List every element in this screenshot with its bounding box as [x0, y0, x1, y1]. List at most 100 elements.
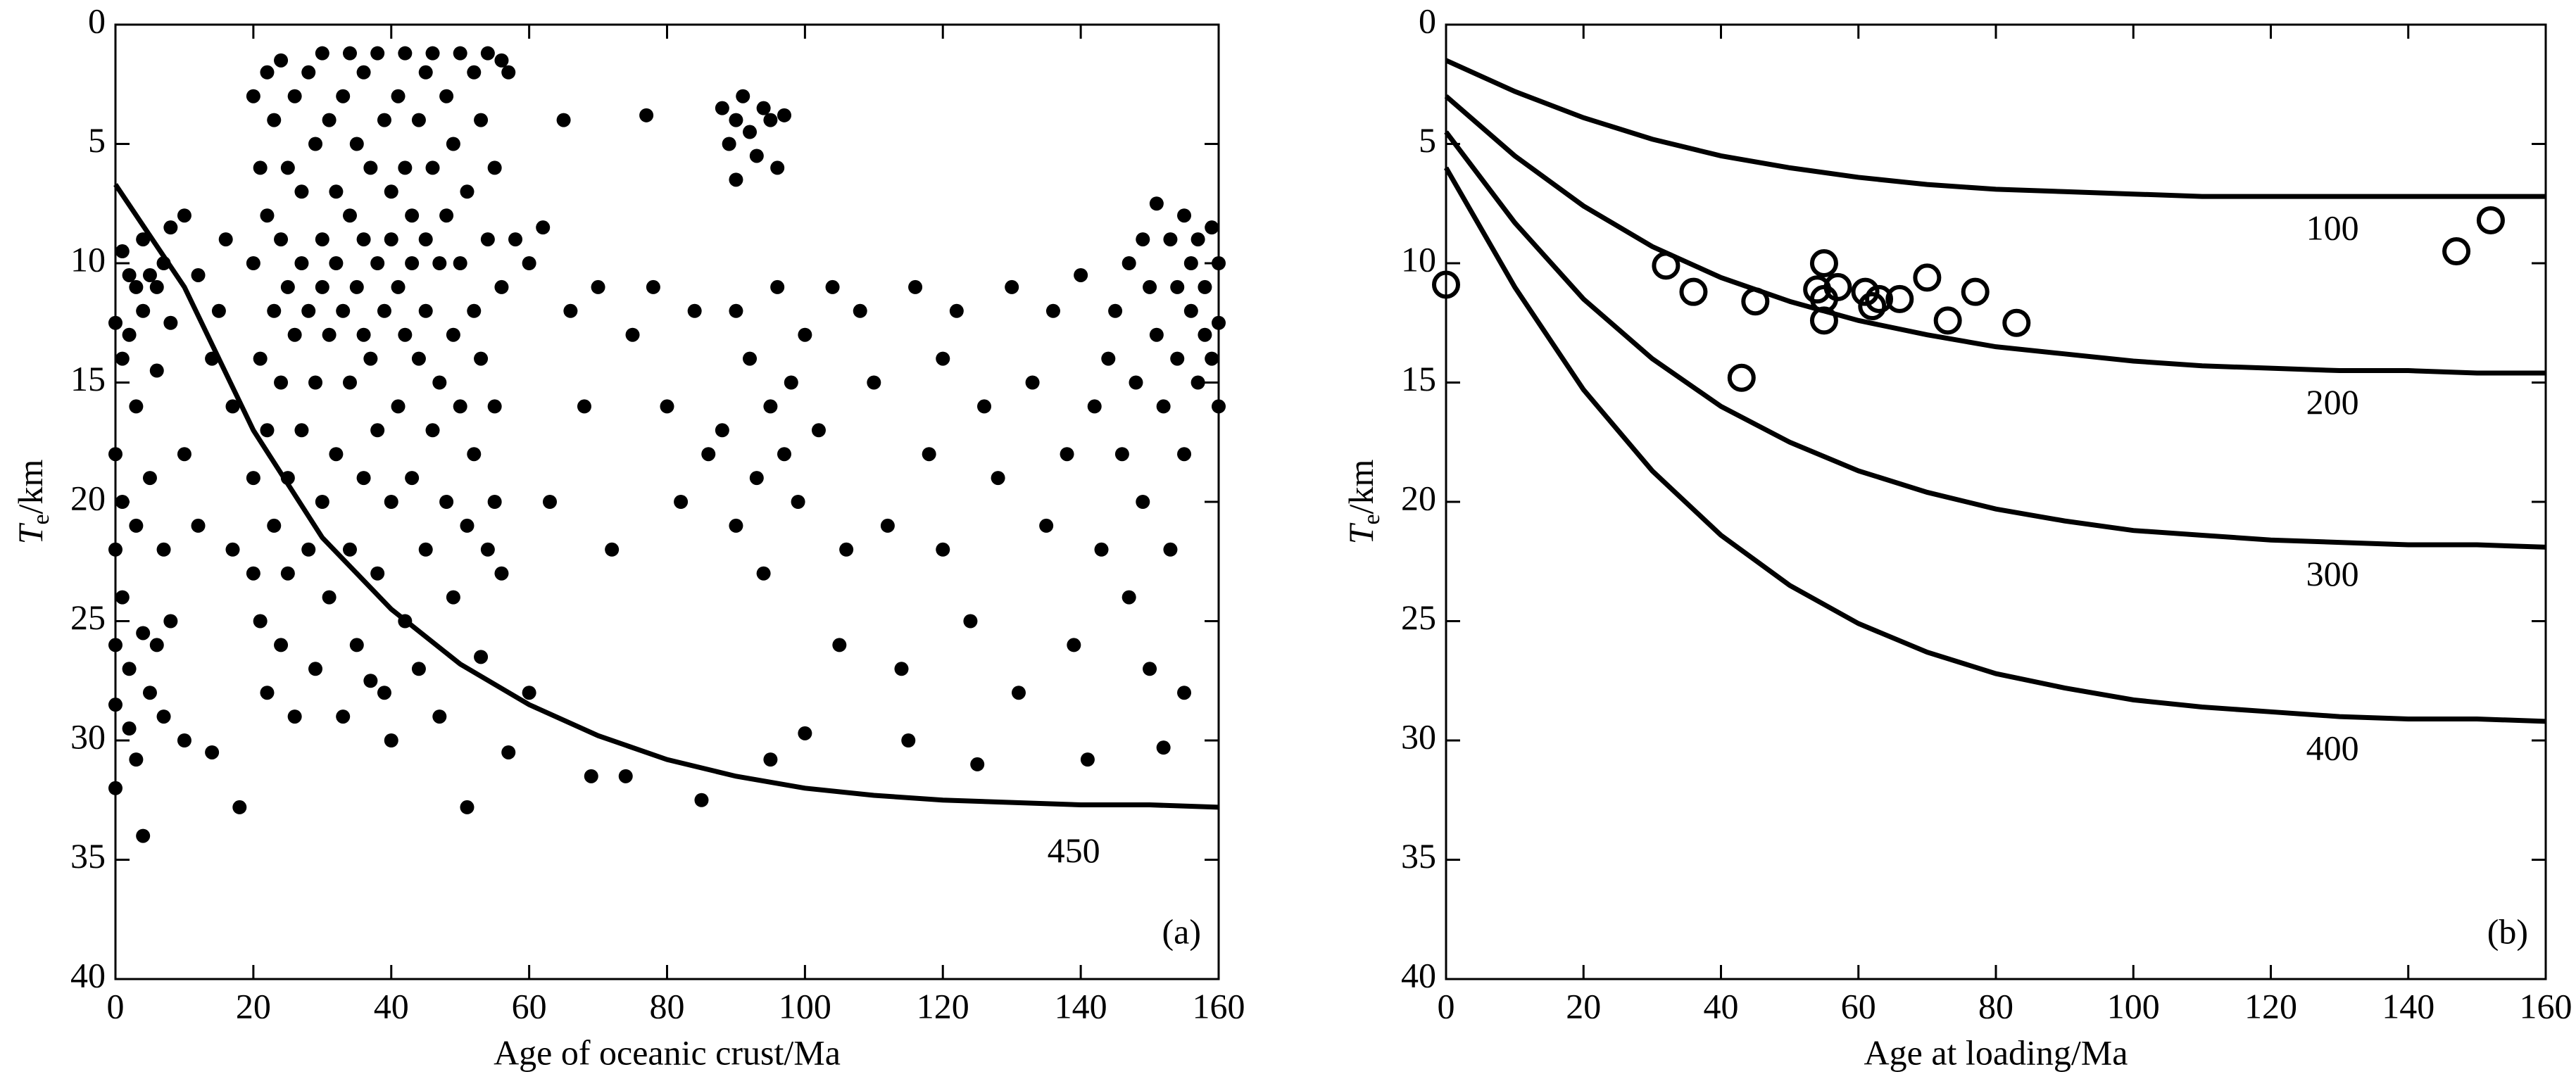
data-point: [246, 89, 260, 103]
data-point: [991, 471, 1005, 486]
data-point: [115, 244, 130, 259]
data-point: [205, 351, 220, 366]
data-point: [425, 46, 440, 61]
y-tick-label: 20: [1401, 478, 1436, 517]
data-point: [142, 686, 157, 700]
data-point: [584, 769, 598, 783]
data-point: [1149, 327, 1164, 342]
data-point: [315, 279, 329, 294]
data-point: [487, 399, 502, 414]
y-tick-label: 15: [1401, 359, 1436, 398]
data-point: [1679, 277, 1708, 306]
data-point: [349, 279, 364, 294]
data-point: [1025, 375, 1040, 390]
data-point: [1149, 196, 1164, 211]
data-point: [342, 375, 357, 390]
panel: 0 20 40 60 80 100 120 140 160 0 5 10 15 20 25 30 35 40 Age…: [11, 1, 1245, 1072]
data-point: [480, 542, 495, 557]
data-point: [1156, 740, 1171, 755]
data-point: [798, 327, 812, 342]
curve-label: 400: [2306, 728, 2359, 768]
data-point: [294, 256, 309, 270]
data-point: [177, 208, 191, 223]
data-point: [660, 399, 674, 414]
data-point: [225, 542, 240, 557]
data-point: [349, 137, 364, 151]
data-point: [1933, 306, 1962, 335]
data-point: [1005, 279, 1019, 294]
data-point: [391, 399, 406, 414]
x-tick-label: 40: [1704, 986, 1739, 1026]
data-point: [405, 208, 420, 223]
data-point: [1652, 251, 1680, 280]
data-point: [301, 542, 316, 557]
data-point: [246, 566, 260, 581]
data-point: [501, 745, 516, 759]
data-point: [480, 46, 495, 61]
data-point: [977, 399, 992, 414]
data-point: [246, 471, 260, 486]
data-point: [1094, 542, 1109, 557]
data-point: [1108, 303, 1123, 318]
data-point: [625, 327, 640, 342]
data-point: [122, 721, 137, 736]
data-point: [142, 267, 157, 282]
data-point: [474, 650, 489, 664]
data-point: [1190, 232, 1205, 247]
data-point: [363, 160, 378, 175]
x-tick-label: 160: [1193, 986, 1245, 1026]
data-point: [384, 495, 398, 509]
data-point: [777, 447, 791, 462]
data-point: [467, 303, 482, 318]
data-point: [329, 256, 344, 270]
data-point: [1809, 306, 1838, 335]
data-point: [1121, 256, 1136, 270]
x-tick-label: 0: [107, 986, 125, 1026]
data-point: [749, 471, 764, 486]
data-point: [122, 267, 137, 282]
data-point: [729, 518, 743, 533]
data-point: [1163, 232, 1178, 247]
data-point: [398, 327, 413, 342]
data-point: [432, 709, 447, 724]
panel: 0 20 40 60 80 100 120 140 160 0 5 10 15 20 25 30 35 40 Age…: [1341, 1, 2572, 1072]
data-point: [342, 208, 357, 223]
x-axis-label: Age at loading/Ma: [1864, 1033, 2128, 1072]
panel-label: (b): [2487, 911, 2528, 951]
data-point: [163, 220, 178, 235]
data-point: [1136, 232, 1150, 247]
data-point: [260, 65, 275, 80]
data-point: [315, 46, 329, 61]
data-point: [1074, 267, 1088, 282]
y-label-symbol: T: [11, 522, 50, 544]
data-point: [1080, 752, 1095, 767]
data-point: [446, 137, 460, 151]
data-point: [287, 89, 302, 103]
data-point: [356, 232, 371, 247]
data-point: [756, 101, 771, 115]
x-axis-label: Age of oceanic crust/Ma: [494, 1033, 841, 1072]
data-point: [1183, 303, 1198, 318]
data-point: [315, 232, 329, 247]
curve-label: 100: [2306, 208, 2359, 248]
data-point: [749, 149, 764, 163]
data-point: [129, 399, 144, 414]
data-point: [418, 303, 433, 318]
data-point: [1067, 638, 1081, 652]
data-point: [267, 518, 282, 533]
y-tick-label: 10: [1401, 239, 1436, 279]
data-point: [1156, 399, 1171, 414]
data-point: [501, 65, 516, 80]
data-point: [163, 315, 178, 330]
data-point: [405, 256, 420, 270]
model-curve: [113, 183, 1219, 810]
data-point: [1961, 277, 1990, 306]
data-point: [1858, 292, 1887, 321]
curve-label: 200: [2306, 382, 2359, 422]
y-axis-label: Te/km: [1341, 460, 1384, 545]
data-point: [377, 113, 391, 127]
data-point: [798, 726, 812, 740]
data-point: [722, 137, 736, 151]
data-point: [253, 160, 268, 175]
data-point: [543, 495, 558, 509]
